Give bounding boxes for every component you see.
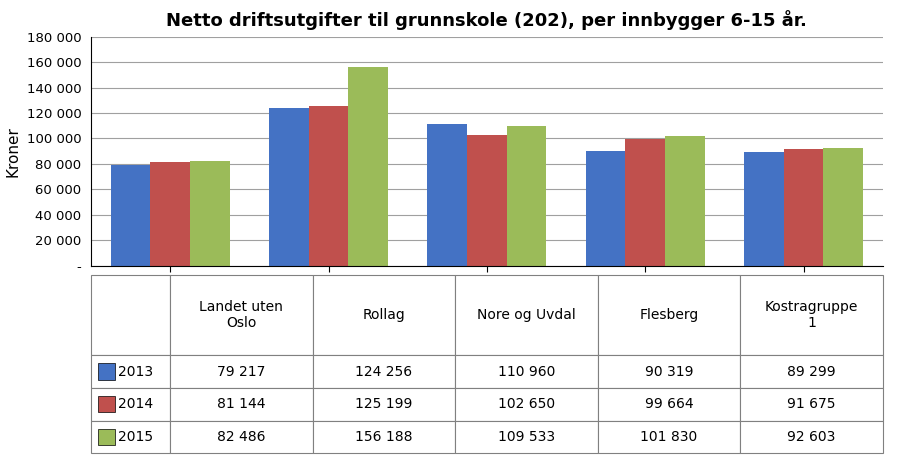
Text: 109 533: 109 533 [498,430,555,444]
Bar [111,165,150,266]
Text: 99 664: 99 664 [644,397,693,411]
Text: 91 675: 91 675 [787,397,835,411]
Title: Netto driftsutgifter til grunnskole (202), per innbygger 6-15 år.: Netto driftsutgifter til grunnskole (202… [167,10,807,29]
Text: 124 256: 124 256 [356,365,412,379]
Text: 2015: 2015 [118,430,154,444]
Bar [467,135,507,266]
Text: 81 144: 81 144 [217,397,266,411]
Bar [625,139,665,266]
Text: 89 299: 89 299 [787,365,835,379]
Bar [665,136,704,266]
Y-axis label: Kroner: Kroner [6,125,21,177]
Bar [586,151,625,266]
Text: Rollag: Rollag [362,308,405,322]
Text: 156 188: 156 188 [355,430,412,444]
Text: 101 830: 101 830 [641,430,698,444]
Text: 79 217: 79 217 [217,365,266,379]
Bar [269,108,308,266]
Text: 90 319: 90 319 [644,365,693,379]
Text: 125 199: 125 199 [355,397,412,411]
Bar [349,67,388,266]
Bar [308,106,349,266]
Text: 92 603: 92 603 [787,430,835,444]
Bar [507,126,546,266]
Text: 110 960: 110 960 [498,365,555,379]
Text: 82 486: 82 486 [217,430,266,444]
Text: Landet uten
Oslo: Landet uten Oslo [199,300,283,330]
Bar [744,152,784,266]
Bar [150,163,190,266]
Text: Kostragruppe
1: Kostragruppe 1 [764,300,858,330]
Bar [428,125,467,266]
Text: Nore og Uvdal: Nore og Uvdal [477,308,576,322]
Text: Flesberg: Flesberg [640,308,699,322]
Text: 2014: 2014 [118,397,154,411]
Bar [824,148,863,266]
Text: 2013: 2013 [118,365,154,379]
Text: 102 650: 102 650 [498,397,555,411]
Bar [784,149,824,266]
Bar [190,161,229,266]
